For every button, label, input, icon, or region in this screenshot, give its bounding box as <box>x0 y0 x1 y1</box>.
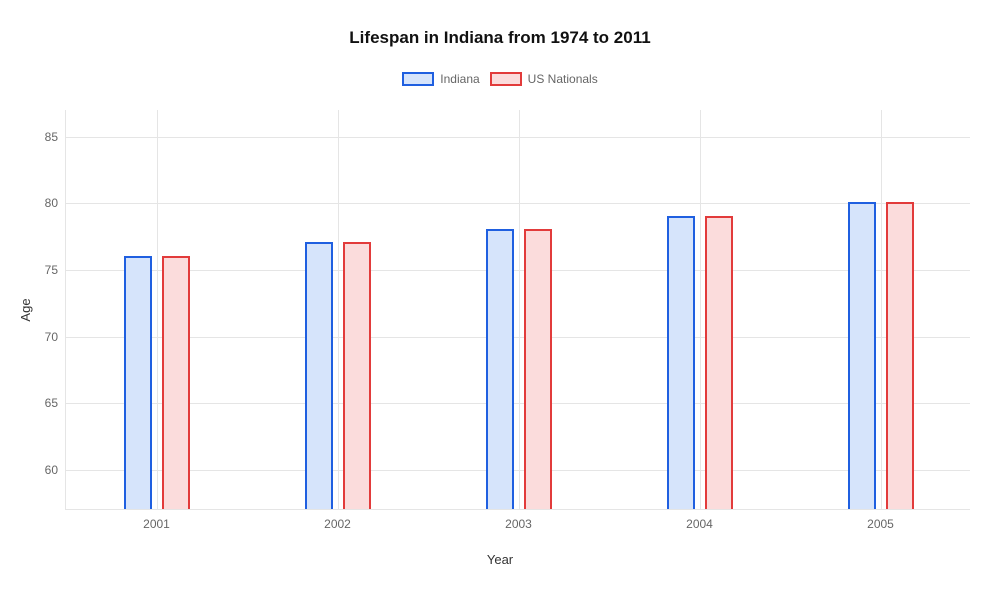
gridline-v <box>700 110 701 509</box>
y-tick-label: 60 <box>45 463 66 477</box>
y-tick-label: 70 <box>45 330 66 344</box>
legend: Indiana US Nationals <box>0 72 1000 86</box>
legend-swatch-indiana <box>402 72 434 86</box>
bar <box>162 256 190 509</box>
bar <box>343 242 371 509</box>
bar <box>667 216 695 509</box>
y-tick-label: 65 <box>45 396 66 410</box>
x-tick-label: 2001 <box>143 509 170 531</box>
x-tick-label: 2003 <box>505 509 532 531</box>
x-tick-label: 2004 <box>686 509 713 531</box>
bar <box>486 229 514 509</box>
chart-container: Lifespan in Indiana from 1974 to 2011 In… <box>0 0 1000 600</box>
bar <box>305 242 333 509</box>
bar <box>124 256 152 509</box>
gridline-v <box>519 110 520 509</box>
y-tick-label: 75 <box>45 263 66 277</box>
gridline-v <box>338 110 339 509</box>
bar <box>524 229 552 509</box>
gridline-v <box>157 110 158 509</box>
legend-item-us-nationals: US Nationals <box>490 72 598 86</box>
legend-label-us-nationals: US Nationals <box>528 72 598 86</box>
bar <box>848 202 876 509</box>
plot-area: 60657075808520012002200320042005 <box>65 110 970 510</box>
gridline-v <box>881 110 882 509</box>
legend-swatch-us-nationals <box>490 72 522 86</box>
x-tick-label: 2005 <box>867 509 894 531</box>
legend-label-indiana: Indiana <box>440 72 479 86</box>
legend-item-indiana: Indiana <box>402 72 479 86</box>
bar <box>886 202 914 509</box>
y-axis-label: Age <box>18 298 33 321</box>
chart-title: Lifespan in Indiana from 1974 to 2011 <box>0 28 1000 48</box>
y-tick-label: 85 <box>45 130 66 144</box>
y-tick-label: 80 <box>45 196 66 210</box>
bar <box>705 216 733 509</box>
x-axis-label: Year <box>0 552 1000 567</box>
x-tick-label: 2002 <box>324 509 351 531</box>
